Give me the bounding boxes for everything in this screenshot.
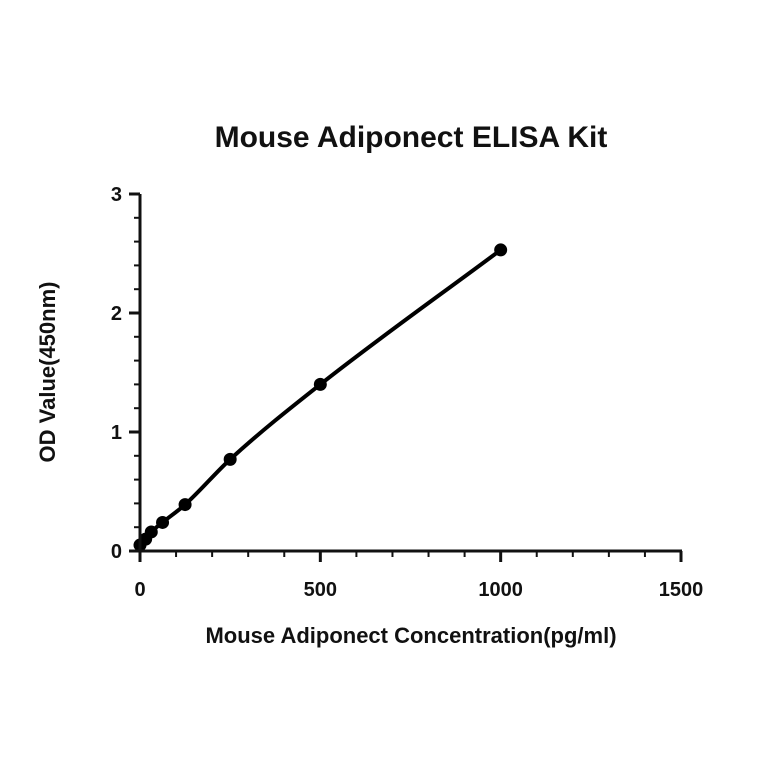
x-tick-label: 500 <box>304 579 337 601</box>
data-point <box>144 525 158 539</box>
x-tick-label: 1000 <box>478 579 523 601</box>
data-points-layer <box>133 243 508 552</box>
data-point <box>178 498 192 512</box>
fitted-curve-layer <box>138 247 503 548</box>
data-point <box>313 377 327 391</box>
y-tick-label: 0 <box>111 541 122 563</box>
x-tick-label: 0 <box>134 579 145 601</box>
y-axis-label: OD Value(450nm) <box>35 282 60 463</box>
data-point <box>223 452 237 466</box>
x-tick-label: 1500 <box>659 579 704 601</box>
x-axis-label: Mouse Adiponect Concentration(pg/ml) <box>205 623 616 648</box>
y-tick-label: 1 <box>111 422 122 444</box>
chart-title: Mouse Adiponect ELISA Kit <box>215 121 608 154</box>
y-tick-label: 2 <box>111 303 122 325</box>
x-axis: 0 500 1000 1500 <box>134 549 704 601</box>
data-point <box>156 515 170 529</box>
y-axis: 0 1 2 3 <box>111 184 142 563</box>
data-point <box>494 243 508 257</box>
fitted-curve-line <box>138 247 503 548</box>
y-tick-label: 3 <box>111 184 122 206</box>
plot-area <box>133 243 508 552</box>
